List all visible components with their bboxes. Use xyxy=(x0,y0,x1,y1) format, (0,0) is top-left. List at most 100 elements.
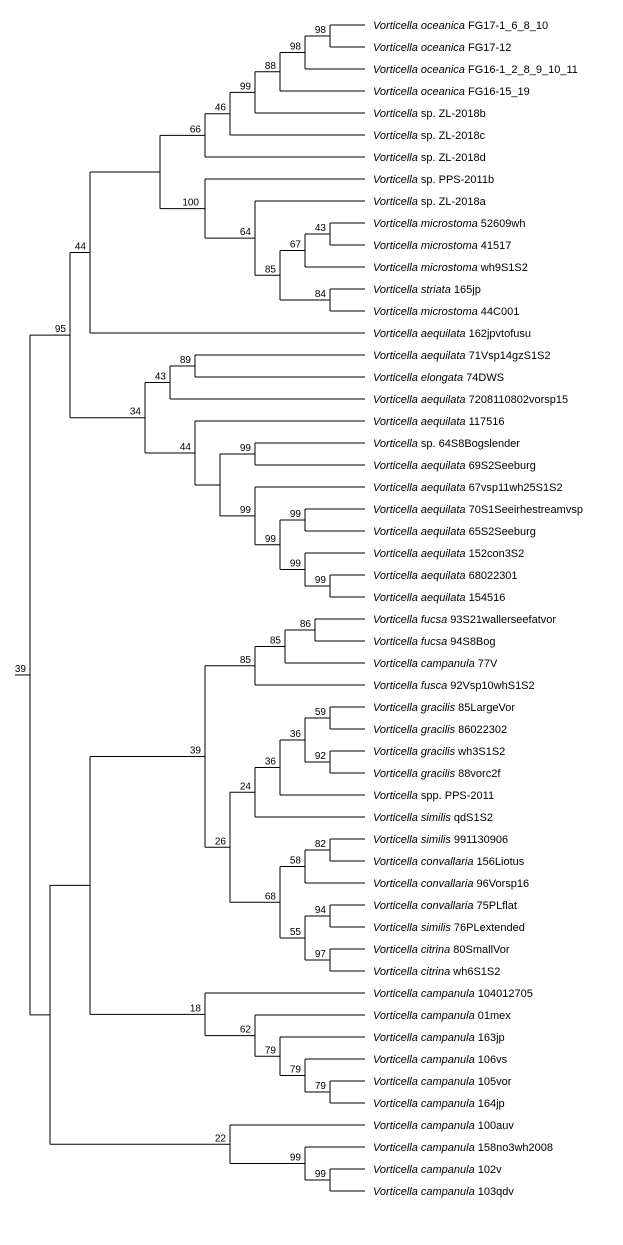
tip-label: Vorticella aequilata 154516 xyxy=(373,592,505,604)
tip-label: Vorticella sp. 64S8Bogslender xyxy=(373,438,520,450)
support-value: 36 xyxy=(265,757,277,768)
tip-label: Vorticella gracilis 86022302 xyxy=(373,724,507,736)
support-value: 68 xyxy=(265,891,277,902)
tip-label: Vorticella microstoma 52609wh xyxy=(373,218,525,230)
tip-label: Vorticella fusca 92Vsp10whS1S2 xyxy=(373,680,535,692)
tip-label: Vorticella sp. ZL-2018a xyxy=(373,196,487,208)
support-value: 95 xyxy=(55,324,67,335)
tip-label: Vorticella similis 76PLextended xyxy=(373,922,525,934)
tip-label: Vorticella citrina wh6S1S2 xyxy=(373,966,500,978)
support-value: 46 xyxy=(215,103,227,114)
support-value: 99 xyxy=(265,534,277,545)
support-value: 22 xyxy=(215,1133,227,1144)
tip-label: Vorticella oceanica FG17-12 xyxy=(373,42,511,54)
tip-label: Vorticella campanula 105vor xyxy=(373,1076,512,1088)
support-value: 36 xyxy=(290,729,302,740)
tip-label: Vorticella aequilata 69S2Seeburg xyxy=(373,460,536,472)
support-value: 89 xyxy=(180,355,192,366)
tip-label: Vorticella gracilis wh3S1S2 xyxy=(373,746,505,758)
support-value: 79 xyxy=(265,1045,277,1056)
tip-label: Vorticella microstoma wh9S1S2 xyxy=(373,262,528,274)
support-value: 92 xyxy=(315,751,327,762)
tip-label: Vorticella campanula 01mex xyxy=(373,1010,511,1022)
support-value: 79 xyxy=(290,1065,302,1076)
tip-label: Vorticella fucsa 94S8Bog xyxy=(373,636,496,648)
support-value: 55 xyxy=(290,927,302,938)
tip-label: Vorticella campanula 77V xyxy=(373,658,498,670)
support-value: 43 xyxy=(155,372,167,383)
phylogenetic-tree: Vorticella oceanica FG17-1_6_8_10 Vortice… xyxy=(10,10,613,1235)
support-value: 94 xyxy=(315,905,327,916)
support-value: 64 xyxy=(240,227,252,238)
support-value: 98 xyxy=(290,42,302,53)
support-value: 44 xyxy=(180,442,192,453)
tip-label: Vorticella oceanica FG16-1_2_8_9_10_11 xyxy=(373,64,578,76)
tip-label: Vorticella oceanica FG17-1_6_8_10 xyxy=(373,20,548,32)
tip-label: Vorticella similis 991130906 xyxy=(373,834,508,846)
tip-label: Vorticella aequilata 67vsp11wh25S1S2 xyxy=(373,482,563,494)
tip-label: Vorticella similis qdS1S2 xyxy=(373,812,493,824)
support-value: 99 xyxy=(290,559,302,570)
tip-label: Vorticella aequilata 70S1Seeirhestreamvs… xyxy=(373,504,583,516)
tip-label: Vorticella aequilata 152con3S2 xyxy=(373,548,524,560)
support-value: 99 xyxy=(315,575,327,586)
support-value: 98 xyxy=(315,25,327,36)
support-value: 39 xyxy=(15,664,27,675)
support-value: 67 xyxy=(290,240,302,251)
support-value: 86 xyxy=(300,619,312,630)
support-value: 88 xyxy=(265,61,277,72)
support-value: 99 xyxy=(240,81,252,92)
tip-label: Vorticella aequilata 68022301 xyxy=(373,570,518,582)
tip-label: Vorticella campanula 104012705 xyxy=(373,988,533,1000)
tip-label: Vorticella convallaria 156Liotus xyxy=(373,856,525,868)
tip-label: Vorticella aequilata 65S2Seeburg xyxy=(373,526,536,538)
support-value: 84 xyxy=(315,289,327,300)
support-value: 82 xyxy=(315,839,327,850)
tip-label: Vorticella campanula 100auv xyxy=(373,1120,514,1132)
tip-label: Vorticella oceanica FG16-15_19 xyxy=(373,86,530,98)
support-value: 85 xyxy=(265,264,277,275)
support-value: 85 xyxy=(240,655,252,666)
tip-label: Vorticella sp. PPS-2011b xyxy=(373,174,494,186)
tip-label: Vorticella aequilata 117516 xyxy=(373,416,505,428)
tip-label: Vorticella sp. ZL-2018b xyxy=(373,108,486,120)
tip-label: Vorticella aequilata 7208110802vorsp15 xyxy=(373,394,568,406)
support-value: 100 xyxy=(182,198,199,209)
tip-label: Vorticella gracilis 88vorc2f xyxy=(373,768,501,780)
tip-label: Vorticella elongata 74DWS xyxy=(373,372,504,384)
support-value: 18 xyxy=(190,1003,202,1014)
tip-label: Vorticella sp. ZL-2018d xyxy=(373,152,486,164)
support-value: 62 xyxy=(240,1025,252,1036)
support-value: 79 xyxy=(315,1081,327,1092)
tip-label: Vorticella aequilata 71Vsp14gzS1S2 xyxy=(373,350,551,362)
support-value: 59 xyxy=(315,707,327,718)
tip-label: Vorticella convallaria 75PLflat xyxy=(373,900,517,912)
tip-label: Vorticella campanula 102v xyxy=(373,1164,502,1176)
tip-label: Vorticella striata 165jp xyxy=(373,284,481,296)
tip-label: Vorticella convallaria 96Vorsp16 xyxy=(373,878,529,890)
tip-label: Vorticella citrina 80SmallVor xyxy=(373,944,510,956)
support-value: 85 xyxy=(270,636,282,647)
tip-label: Vorticella campanula 158no3wh2008 xyxy=(373,1142,553,1154)
support-value: 58 xyxy=(290,856,302,867)
tip-label: Vorticella aequilata 162jpvtofusu xyxy=(373,328,531,340)
support-value: 99 xyxy=(240,443,252,454)
tip-label: Vorticella spp. PPS-2011 xyxy=(373,790,494,802)
support-value: 99 xyxy=(290,509,302,520)
tip-label: Vorticella gracilis 85LargeVor xyxy=(373,702,515,714)
support-value: 44 xyxy=(75,241,87,252)
tip-label: Vorticella fucsa 93S21wallerseefatvor xyxy=(373,614,556,626)
support-value: 97 xyxy=(315,949,327,960)
tip-label: Vorticella microstoma 41517 xyxy=(373,240,511,252)
support-value: 66 xyxy=(190,124,202,135)
tip-label: Vorticella microstoma 44C001 xyxy=(373,306,519,318)
support-value: 24 xyxy=(240,781,252,792)
support-value: 99 xyxy=(315,1169,327,1180)
tip-label: Vorticella campanula 106vs xyxy=(373,1054,508,1066)
tip-label: Vorticella campanula 163jp xyxy=(373,1032,505,1044)
support-value: 34 xyxy=(130,407,142,418)
support-value: 99 xyxy=(290,1153,302,1164)
support-value: 43 xyxy=(315,223,327,234)
support-value: 99 xyxy=(240,505,252,516)
tip-label: Vorticella sp. ZL-2018c xyxy=(373,130,486,142)
